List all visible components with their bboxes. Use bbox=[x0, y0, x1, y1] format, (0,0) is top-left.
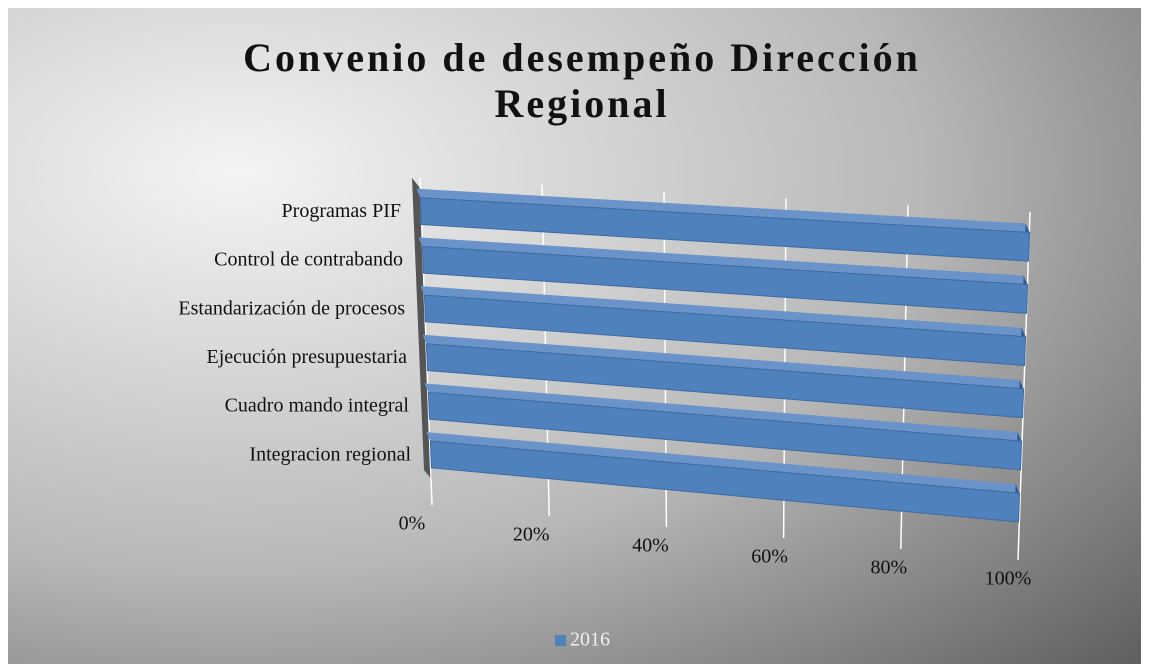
bar-top bbox=[416, 188, 1030, 233]
x-tick-label: 100% bbox=[985, 568, 1032, 590]
legend-label: 2016 bbox=[570, 629, 610, 651]
side-wall bbox=[412, 178, 432, 480]
y-tick-label: Cuadro mando integral bbox=[225, 395, 410, 417]
bar bbox=[416, 188, 1031, 262]
bar bbox=[420, 286, 1027, 366]
x-tick-label: 60% bbox=[751, 546, 788, 568]
bar-front bbox=[419, 197, 1031, 262]
bar-front bbox=[427, 391, 1023, 471]
bar-top bbox=[420, 286, 1026, 337]
chart-title: Convenio de desempeño Dirección Regional bbox=[243, 35, 921, 126]
bar-top bbox=[426, 432, 1020, 494]
x-tick-label: 80% bbox=[870, 557, 907, 579]
x-tick-label: 40% bbox=[632, 535, 669, 557]
bar-front bbox=[429, 440, 1021, 523]
bar-front bbox=[421, 245, 1029, 314]
bar bbox=[426, 432, 1021, 523]
bar-top bbox=[422, 334, 1024, 389]
y-tick-label: Ejecución presupuestaria bbox=[207, 346, 408, 368]
bar-top bbox=[424, 383, 1022, 442]
y-tick-label: Programas PIF bbox=[282, 200, 401, 222]
bar-front bbox=[423, 294, 1027, 366]
bar-front bbox=[425, 343, 1025, 419]
legend-swatch bbox=[555, 635, 566, 646]
bar bbox=[418, 237, 1029, 314]
grid-line bbox=[1017, 211, 1031, 561]
bar-top bbox=[418, 237, 1028, 285]
y-tick-label: Control de contrabando bbox=[214, 249, 403, 271]
x-tick-label: 20% bbox=[513, 524, 550, 546]
y-tick-label: Estandarización de procesos bbox=[178, 297, 405, 319]
x-tick-label: 0% bbox=[399, 513, 426, 535]
bar bbox=[424, 383, 1023, 471]
bar bbox=[422, 334, 1025, 419]
y-tick-label: Integracion regional bbox=[249, 443, 411, 465]
